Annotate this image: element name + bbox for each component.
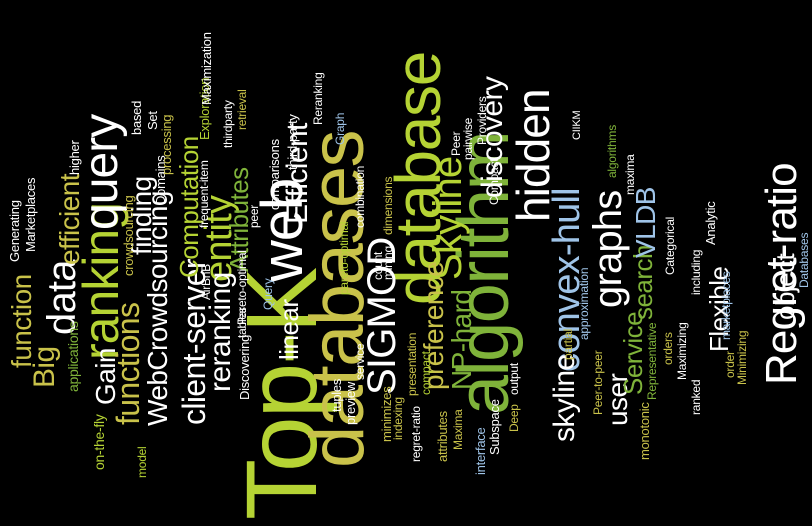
word-minimizing: Minimizing — [735, 330, 749, 385]
word-applications: applications — [65, 321, 81, 392]
word-based: based — [129, 100, 144, 135]
word-object: object — [770, 253, 800, 320]
word-compact-2: Compact — [487, 158, 501, 205]
word-output: output — [507, 363, 521, 395]
word-airbnb: AirBnB — [199, 264, 213, 300]
word-graphs: graphs — [586, 190, 630, 308]
word-maximizing: Maximizing — [675, 322, 689, 380]
word-reranking-2: Reranking — [311, 72, 325, 125]
word-pareto-optimal-2: pareto-optimal — [337, 221, 351, 295]
word-service-small: service — [353, 343, 367, 380]
word-attributes-small: attributes — [435, 411, 450, 462]
word-ranked: ranked — [689, 379, 703, 415]
word-tuples: tuples — [329, 378, 344, 412]
word-approximation: approximation — [577, 267, 591, 340]
word-big: Big — [28, 346, 61, 388]
word-algorithms: algorithms — [605, 125, 619, 178]
word-mining: mining — [381, 246, 395, 280]
word-query-small: Query — [261, 278, 275, 310]
word-monotonic: monotonic — [637, 402, 652, 460]
word-pairwise: pairwise — [461, 117, 475, 160]
word-gain: Gain — [90, 348, 121, 405]
word-graph: Graph — [333, 112, 347, 145]
word-marketplaces-1: Marketplaces — [23, 177, 38, 252]
word-vldb: VLDB — [630, 187, 661, 258]
word-crowdsourcing: crowdsourcing — [121, 195, 136, 276]
word-higher: higher — [67, 140, 82, 175]
word-dimensions: dimensions — [381, 176, 395, 235]
word-orders: orders — [661, 332, 675, 365]
word-providers: Providers — [475, 96, 489, 145]
word-maxima: maxima — [623, 154, 637, 195]
word-deep: Deep — [507, 404, 521, 432]
word-thirdparty: thirdparty — [221, 100, 235, 148]
word-peer-small: peer — [247, 204, 261, 228]
word-maximization: Maximization — [199, 32, 214, 105]
word-frequent-item: frequent-item — [197, 160, 211, 228]
word-indexing: indexing — [391, 397, 405, 440]
word-query: query — [75, 114, 128, 230]
word-np-hard: NP-hard — [446, 289, 477, 390]
word-presentation: presentation — [405, 332, 419, 396]
word-generating: Generating — [7, 200, 22, 262]
word-set: Set — [145, 111, 160, 130]
word-pareto-optimal-1: Pareto-optimal — [235, 250, 249, 325]
word-peer-to-peer: Peer-to-peer — [591, 350, 605, 416]
word-compact-1: compact — [419, 351, 433, 395]
word-databases-small: Databases — [797, 232, 811, 288]
word-processing: processing — [159, 114, 174, 175]
word-linear: linear — [274, 299, 304, 360]
word-ciikm: CIIKM — [571, 110, 583, 140]
word-service: Service — [618, 311, 648, 395]
word-including: including — [689, 249, 703, 295]
word-comparisons: comparisons — [267, 139, 282, 210]
word-efficient-1: efficient — [54, 174, 85, 265]
word-retrieval: retrieval — [235, 89, 249, 130]
word-partial: partial — [561, 328, 575, 360]
word-marketplaces-2: marketplaces — [719, 271, 733, 340]
word-categorical: Categorical — [663, 216, 677, 275]
word-representative: Representative — [645, 322, 659, 400]
word-combination: combination — [353, 165, 367, 228]
word-discovering: Discovering — [237, 334, 252, 400]
word-regret-ratio-small: regret-ratio — [409, 406, 423, 462]
word-preview: preview — [343, 382, 358, 425]
word-model: model — [135, 446, 149, 478]
word-third-party: third-party — [285, 114, 300, 170]
word-analytic: Analytic — [703, 201, 718, 245]
word-on-the-fly: on-the-fly — [91, 414, 107, 470]
word-maxima-cap: Maxima — [451, 409, 465, 450]
word-subspace: Subspace — [487, 399, 502, 455]
word-skyline: skyline — [548, 354, 581, 443]
word-interface: interface — [473, 427, 488, 475]
